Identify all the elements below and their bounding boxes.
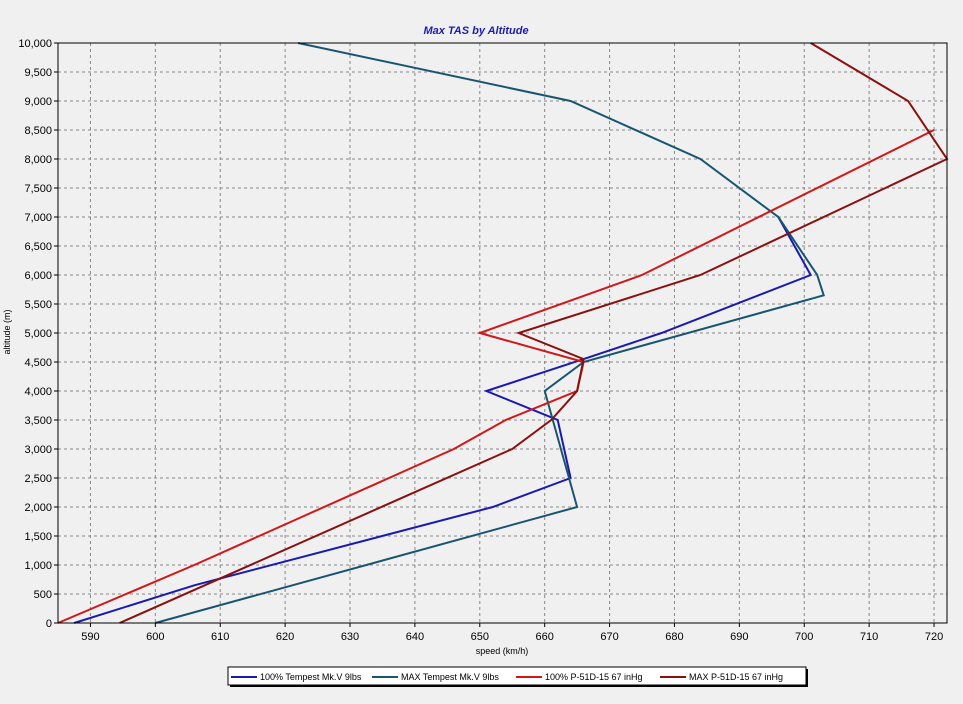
grid	[58, 43, 947, 623]
x-axis-label: speed (km/h)	[476, 646, 529, 656]
y-tick-label: 9,000	[24, 96, 52, 108]
chart-title: Max TAS by Altitude	[423, 25, 528, 37]
series-line-2	[57, 129, 935, 624]
y-tick-label: 3,000	[24, 444, 52, 456]
y-tick-label: 2,000	[24, 502, 52, 514]
series-line-0	[73, 216, 813, 624]
y-tick-label: 7,000	[24, 212, 52, 224]
x-tick-label: 620	[276, 631, 294, 643]
y-tick-label: 4,000	[24, 386, 52, 398]
y-tick-label: 500	[34, 589, 52, 601]
legend-label-2: 100% P-51D-15 67 inHg	[545, 672, 643, 682]
x-tick-label: 640	[406, 631, 424, 643]
y-tick-label: 8,500	[24, 125, 52, 137]
y-tick-label: 7,500	[24, 183, 52, 195]
legend: 100% Tempest Mk.V 9lbs MAX Tempest Mk.V 9…	[227, 666, 808, 687]
y-tick-label: 3,500	[24, 415, 52, 427]
x-tick-label: 600	[146, 631, 164, 643]
series-line-3	[119, 42, 949, 624]
y-tick-label: 0	[46, 618, 52, 630]
legend-label-3: MAX P-51D-15 67 inHg	[689, 672, 783, 682]
y-tick-label: 1,000	[24, 560, 52, 572]
y-tick-label: 2,500	[24, 473, 52, 485]
x-tick-label: 680	[665, 631, 683, 643]
x-axis-ticks: 590 600 610 620 630 640 650 660 670 680 690 700 710 7…	[81, 623, 943, 643]
series-line-1	[155, 42, 825, 624]
legend-label-1: MAX Tempest Mk.V 9lbs	[401, 672, 499, 682]
y-tick-label: 8,000	[24, 154, 52, 166]
legend-items: 100% Tempest Mk.V 9lbs MAX Tempest Mk.V 9…	[231, 672, 783, 682]
x-tick-label: 590	[81, 631, 99, 643]
legend-label-0: 100% Tempest Mk.V 9lbs	[260, 672, 362, 682]
y-tick-label: 1,500	[24, 531, 52, 543]
x-tick-label: 700	[795, 631, 813, 643]
x-tick-label: 630	[341, 631, 359, 643]
x-tick-label: 660	[535, 631, 553, 643]
y-tick-label: 6,000	[24, 270, 52, 282]
series-lines	[57, 42, 949, 624]
y-axis-label: altitude (m)	[2, 309, 12, 354]
x-tick-label: 610	[211, 631, 229, 643]
y-tick-label: 5,500	[24, 299, 52, 311]
y-tick-label: 10,000	[18, 38, 52, 50]
x-tick-label: 670	[600, 631, 618, 643]
y-tick-label: 9,500	[24, 67, 52, 79]
y-axis-ticks: 0 500 1,000 1,500 2,000 2,500 3,000 3,500 4,000 4…	[18, 38, 58, 630]
x-tick-label: 720	[925, 631, 943, 643]
x-tick-label: 650	[471, 631, 489, 643]
x-tick-label: 690	[730, 631, 748, 643]
y-tick-label: 6,500	[24, 241, 52, 253]
y-tick-label: 4,500	[24, 357, 52, 369]
x-tick-label: 710	[860, 631, 878, 643]
y-tick-label: 5,000	[24, 328, 52, 340]
